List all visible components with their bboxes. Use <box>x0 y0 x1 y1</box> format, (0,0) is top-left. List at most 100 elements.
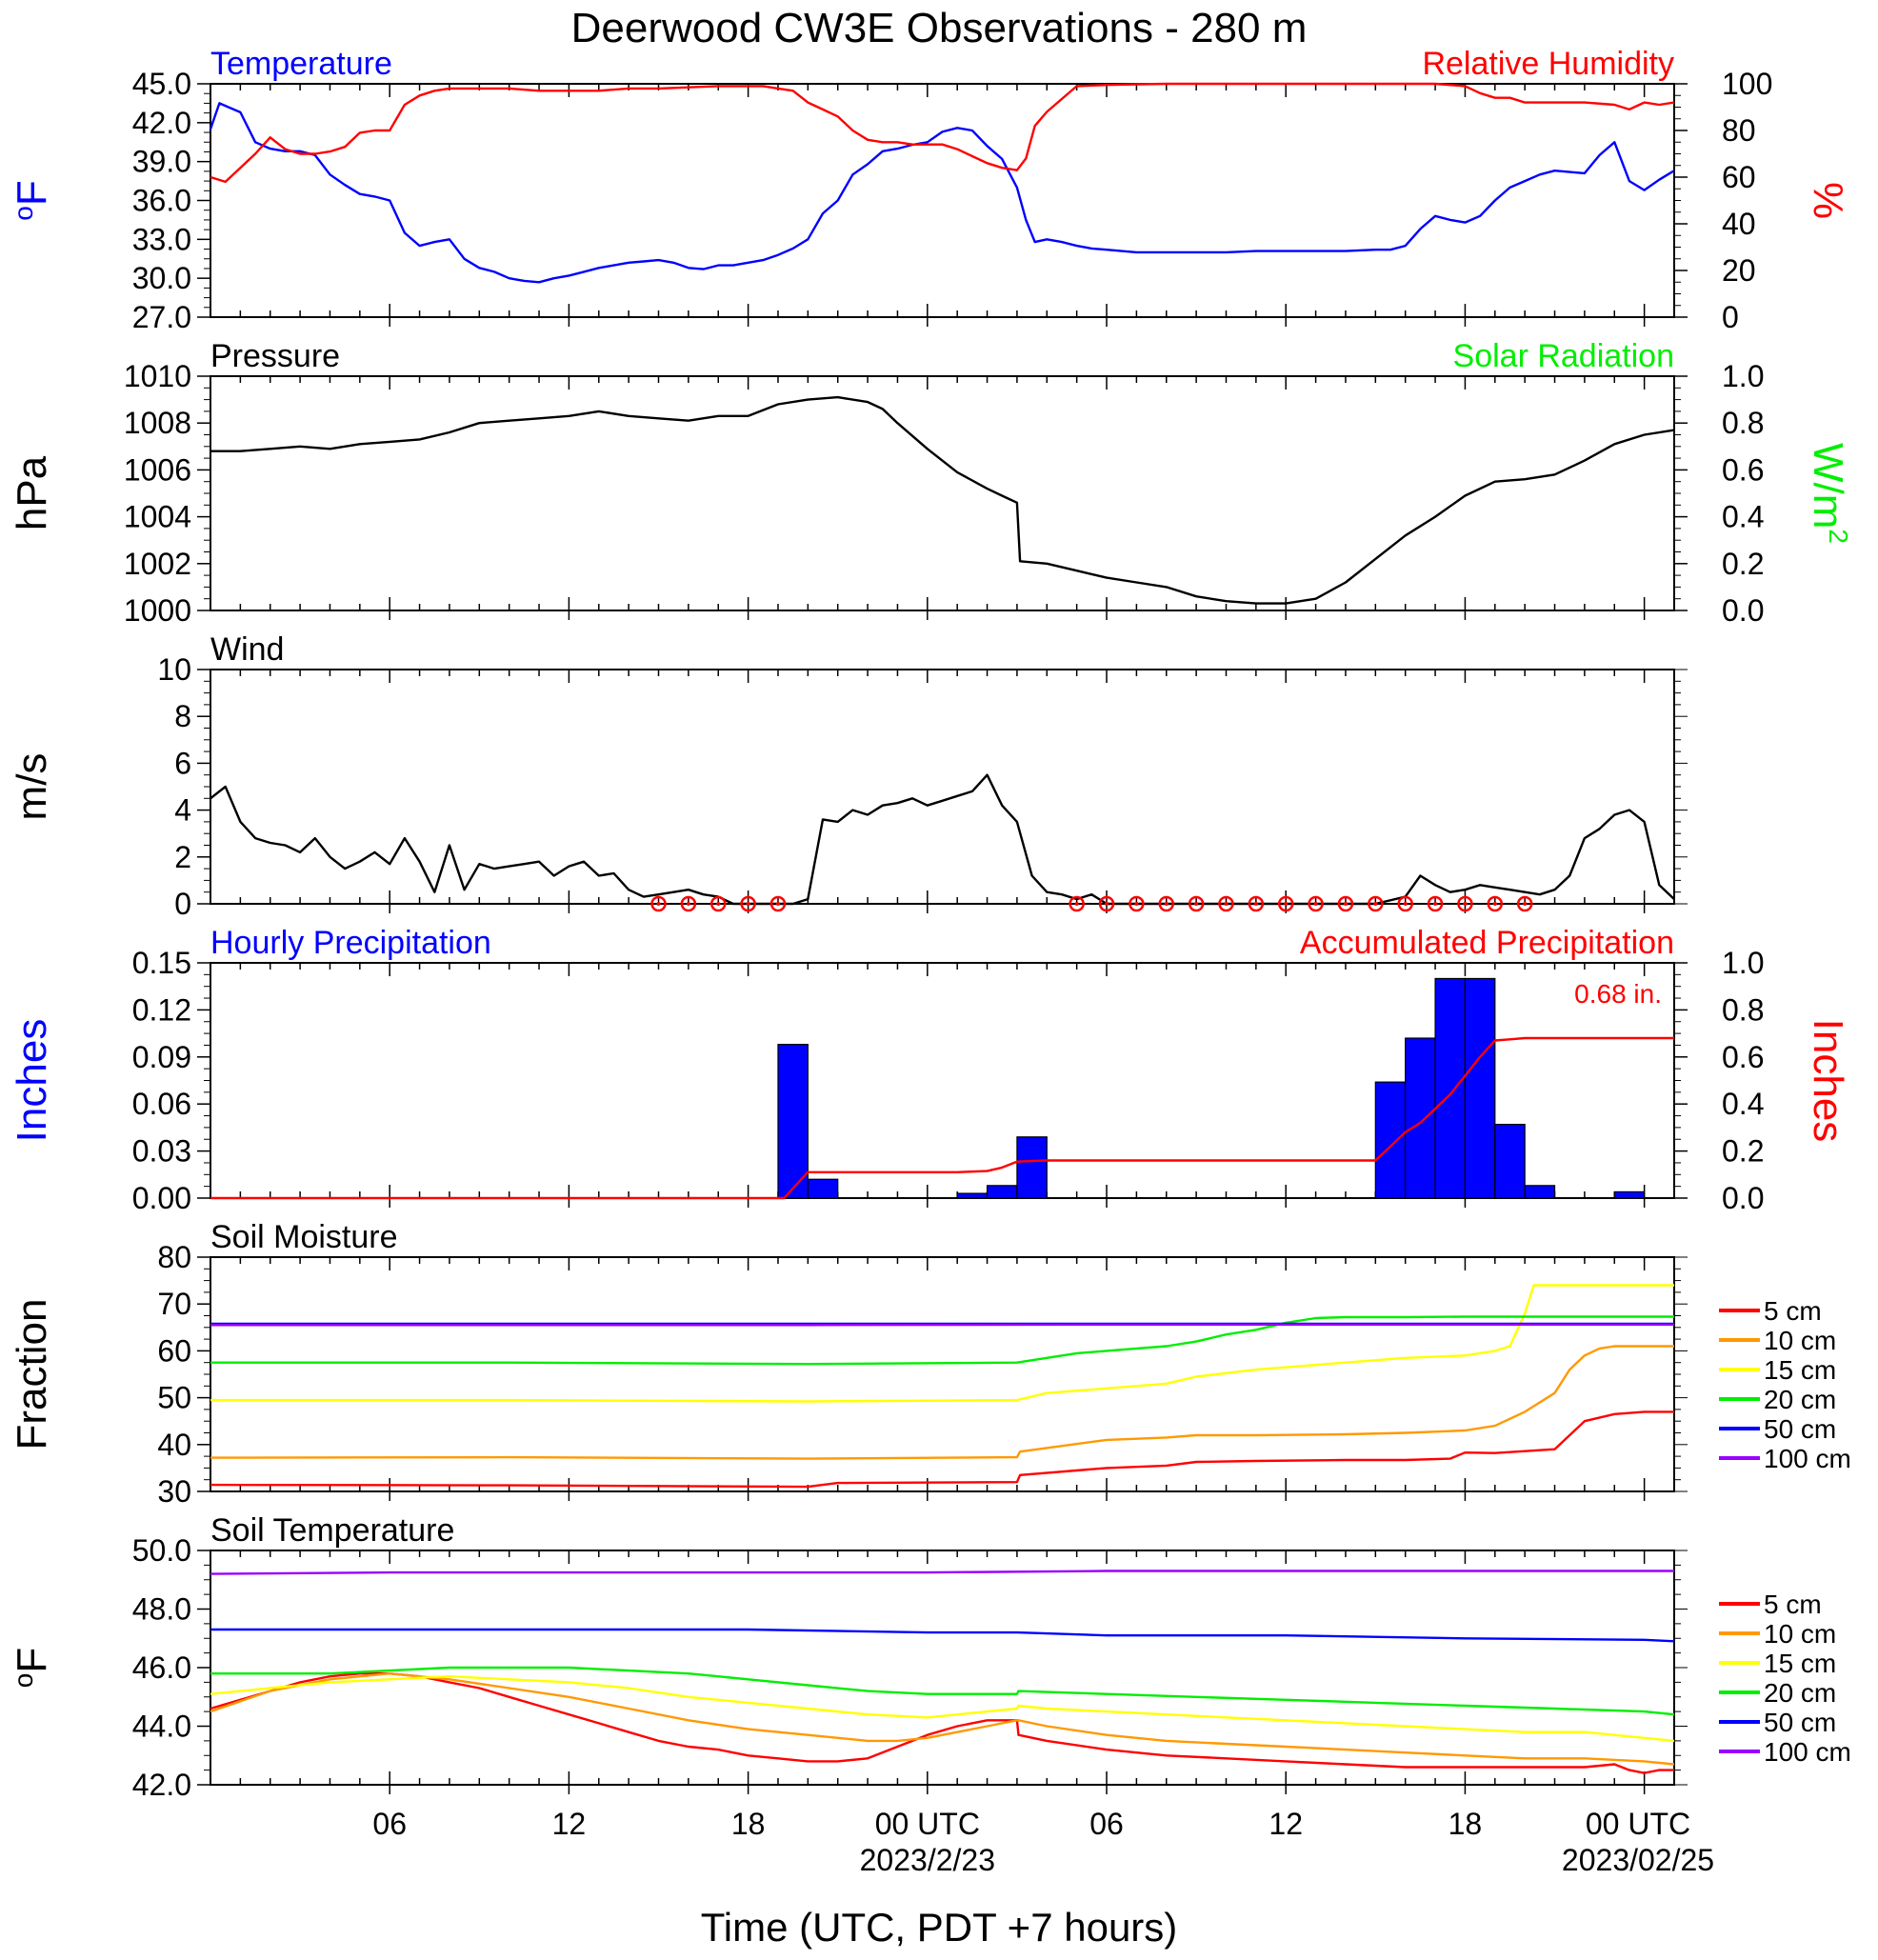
y2-tick-label: 40 <box>1722 207 1756 241</box>
calm-wind-marker-dot <box>1373 902 1378 906</box>
y2-tick-label: 0.8 <box>1722 992 1764 1027</box>
y-tick-label: 1010 <box>124 359 191 393</box>
y-tick-label: 0.00 <box>132 1181 191 1215</box>
calm-wind-marker <box>1158 895 1175 912</box>
panel-title-left: Pressure <box>210 338 340 374</box>
calm-wind-marker <box>1277 895 1294 912</box>
legend-label: 15 cm <box>1764 1649 1836 1678</box>
calm-wind-marker <box>1308 895 1324 912</box>
precip-bar <box>1434 977 1467 1199</box>
y2-tick-label: 100 <box>1722 67 1772 101</box>
calm-wind-marker-dot <box>716 902 721 906</box>
y-axis-label-degree: o <box>9 206 38 221</box>
y-tick-label: 1008 <box>124 406 191 440</box>
y-axis-label-unit: F <box>9 1648 55 1673</box>
calm-wind-marker <box>1457 895 1473 912</box>
panel-soil_moisture: 30 40 50 60 70 80 Soil Moisture Fraction 5 cm10 … <box>9 1219 1851 1509</box>
y-tick-label: 50.0 <box>132 1533 191 1568</box>
panel-precipitation: 0.00 0.03 0.06 0.09 0.12 0.15 0.0 0.2 0.4 0.6 0.8 1… <box>9 925 1851 1215</box>
calm-wind-marker <box>1129 895 1145 912</box>
legend-label: 10 cm <box>1764 1619 1836 1649</box>
y-tick-label: 10 <box>157 652 191 687</box>
precip-bar <box>986 1185 1018 1199</box>
calm-wind-marker-dot <box>1164 902 1169 906</box>
precip-bar <box>1374 1081 1407 1199</box>
calm-wind-marker-dot <box>1313 902 1318 906</box>
precip-bar <box>1613 1190 1646 1199</box>
plot-frame <box>210 375 1675 611</box>
panel-title-left: Temperature <box>210 46 392 82</box>
y-tick-label: 70 <box>157 1287 191 1321</box>
y-tick-label: 0.03 <box>132 1134 191 1169</box>
calm-wind-marker-dot <box>1523 902 1528 906</box>
panel-wind: 0 2 4 6 8 10 Wind m/s <box>9 631 1688 921</box>
x-tick-label: 18 <box>1448 1807 1483 1841</box>
y-tick-label: 33.0 <box>132 222 191 256</box>
y-axis-label: oF <box>9 180 55 220</box>
y-tick-label: 1000 <box>124 593 191 628</box>
calm-wind-marker <box>650 895 667 912</box>
calm-wind-marker-dot <box>1253 902 1258 906</box>
y2-tick-label: 1.0 <box>1722 359 1764 393</box>
x-tick-label: 00 UTC <box>1586 1807 1690 1841</box>
calm-wind-marker-dot <box>1224 902 1229 906</box>
x-tick-label: 06 <box>372 1807 407 1841</box>
calm-wind-marker-dot <box>656 902 661 906</box>
calm-wind-marker-dot <box>1134 902 1139 906</box>
y-tick-label: 4 <box>174 793 191 828</box>
y-tick-label: 80 <box>157 1240 191 1274</box>
y-tick-label: 0.15 <box>132 946 191 980</box>
series-line-15-cm <box>210 1675 1675 1743</box>
series-line-5-cm <box>210 1672 1674 1774</box>
calm-wind-marker-dot <box>746 902 750 906</box>
y2-axis-label-superscript: 2 <box>1824 529 1853 544</box>
y-tick-label: 50 <box>157 1381 191 1415</box>
legend-label: 50 cm <box>1764 1414 1836 1444</box>
legend-label: 100 cm <box>1764 1444 1851 1473</box>
y-tick-label: 42.0 <box>132 106 191 140</box>
y-axis-label: oF <box>9 1648 55 1688</box>
panel-title-left: Hourly Precipitation <box>210 925 491 961</box>
y-tick-label: 30 <box>157 1474 191 1509</box>
calm-wind-marker-dot <box>1463 902 1468 906</box>
y2-tick-label: 0.2 <box>1722 547 1764 581</box>
y-tick-label: 45.0 <box>132 67 191 101</box>
legend-label: 50 cm <box>1764 1708 1836 1737</box>
y-tick-label: 36.0 <box>132 184 191 218</box>
series-line-temperature <box>209 102 1675 284</box>
y-tick-label: 60 <box>157 1333 191 1368</box>
calm-wind-marker <box>1516 895 1533 912</box>
precip-bar <box>1016 1136 1048 1199</box>
precip-bar <box>777 1044 809 1199</box>
y-tick-label: 48.0 <box>132 1592 191 1627</box>
calm-wind-marker <box>769 895 787 912</box>
y-axis-label: hPa <box>9 455 55 530</box>
y-tick-label: 46.0 <box>132 1650 191 1685</box>
calm-wind-marker <box>1218 895 1234 912</box>
series-line-100-cm <box>210 1323 1674 1327</box>
calm-wind-marker <box>740 895 756 912</box>
precip-bar <box>956 1192 989 1199</box>
legend-label: 100 cm <box>1764 1737 1851 1767</box>
calm-wind-marker-dot <box>1074 902 1079 906</box>
x-tick-label: 18 <box>731 1807 766 1841</box>
panel-title-left: Soil Temperature <box>210 1512 454 1549</box>
series-line-10-cm <box>210 1672 1675 1766</box>
y-tick-label: 0.12 <box>132 992 191 1027</box>
y-tick-label: 0.06 <box>132 1087 191 1121</box>
x-tick-label: 00 UTC <box>875 1807 980 1841</box>
calm-wind-marker <box>1188 895 1205 912</box>
calm-wind-marker <box>680 895 697 912</box>
x-tick-label: 12 <box>1269 1807 1303 1841</box>
series-line-100-cm <box>210 1570 1674 1575</box>
panel-title-left: Wind <box>210 631 284 668</box>
calm-wind-marker <box>1487 895 1504 912</box>
y2-tick-label: 60 <box>1722 160 1756 194</box>
y-tick-label: 1006 <box>124 452 191 487</box>
calm-wind-marker <box>1069 895 1085 912</box>
series-line-wind <box>210 773 1675 906</box>
x-tick-sublabel: 2023/02/25 <box>1562 1843 1714 1877</box>
